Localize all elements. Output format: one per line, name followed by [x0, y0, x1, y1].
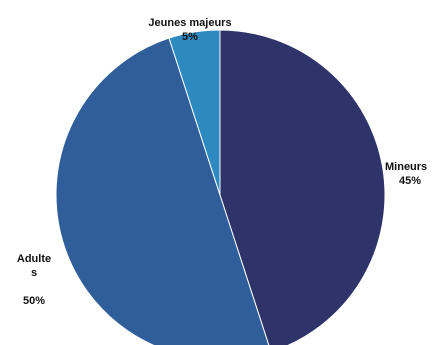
slice-label-jeunes-majeurs: Jeunes majeurs 5% — [130, 16, 250, 44]
slice-value-adultes: 50% — [14, 294, 54, 308]
slice-label-adultes: Adulte s 50% — [14, 238, 54, 322]
slice-name-mineurs: Mineurs — [385, 160, 427, 174]
slice-name-jeunes-majeurs: Jeunes majeurs — [130, 16, 250, 30]
slice-label-mineurs: Mineurs 45% — [385, 160, 427, 188]
slice-name-adultes: Adulte s — [14, 252, 54, 280]
slice-value-jeunes-majeurs: 5% — [130, 30, 250, 44]
slice-value-mineurs: 45% — [385, 174, 427, 188]
